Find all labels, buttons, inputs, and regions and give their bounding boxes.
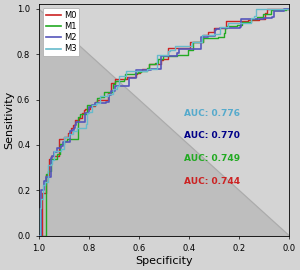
M2	[177, 52, 181, 55]
X-axis label: Specificity: Specificity	[135, 256, 193, 266]
M1	[287, 7, 291, 10]
M2	[113, 90, 117, 93]
M1	[282, 9, 285, 12]
M3	[46, 163, 50, 167]
M1	[147, 63, 151, 66]
M0	[125, 77, 128, 80]
M0	[167, 47, 170, 50]
M3	[287, 7, 291, 10]
M1	[125, 73, 128, 76]
M3	[161, 53, 164, 56]
M0	[182, 47, 185, 50]
M0	[287, 7, 291, 10]
M1	[37, 234, 40, 237]
Text: AUC: 0.744: AUC: 0.744	[184, 177, 240, 186]
M2	[272, 9, 275, 12]
M3	[37, 234, 40, 237]
Text: AUC: 0.776: AUC: 0.776	[184, 109, 240, 118]
M0	[37, 234, 40, 237]
M0	[286, 7, 290, 10]
Line: M3: M3	[38, 9, 289, 236]
Line: M1: M1	[38, 9, 289, 236]
M1	[62, 139, 66, 143]
Legend: M0, M1, M2, M3: M0, M1, M2, M3	[43, 8, 80, 56]
M0	[161, 58, 165, 61]
M1	[169, 55, 173, 58]
M2	[287, 7, 291, 10]
M0	[275, 7, 278, 11]
M0	[50, 154, 54, 158]
Line: M0: M0	[38, 9, 289, 236]
M2	[50, 154, 54, 157]
M3	[271, 7, 275, 10]
Line: M2: M2	[38, 9, 289, 236]
Text: AUC: 0.749: AUC: 0.749	[184, 154, 240, 163]
M2	[163, 54, 166, 58]
M3	[182, 44, 186, 48]
M3	[157, 53, 160, 56]
M3	[280, 7, 284, 10]
M2	[37, 234, 40, 237]
M1	[147, 66, 150, 69]
M3	[125, 73, 128, 76]
Text: AUC: 0.770: AUC: 0.770	[184, 131, 240, 140]
M2	[282, 7, 286, 10]
Y-axis label: Sensitivity: Sensitivity	[4, 91, 14, 149]
M2	[159, 67, 163, 70]
M1	[285, 7, 288, 10]
